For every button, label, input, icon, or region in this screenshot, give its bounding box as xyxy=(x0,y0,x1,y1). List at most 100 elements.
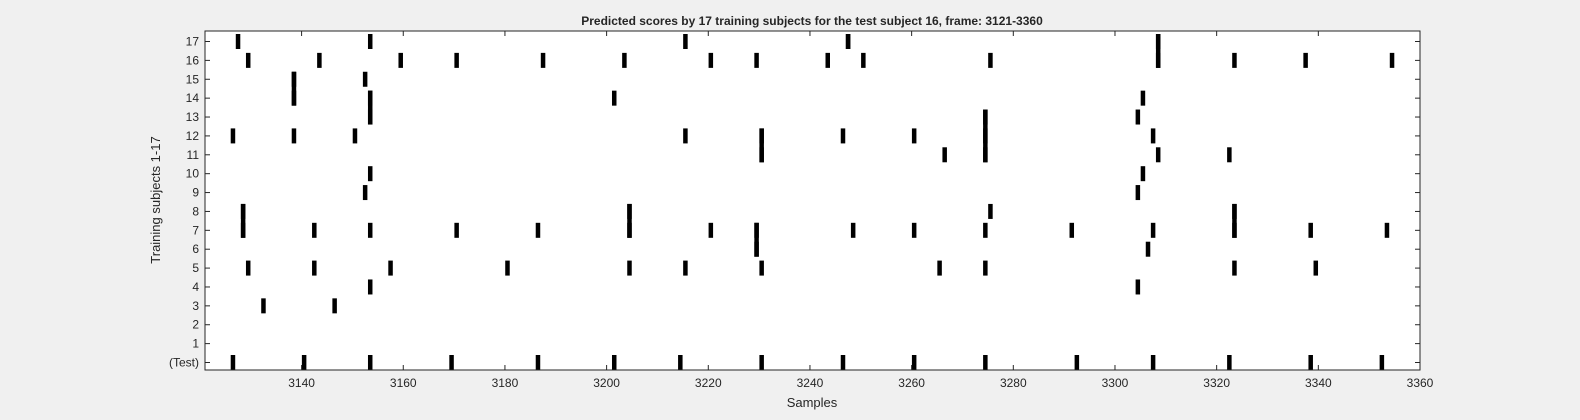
event-mark xyxy=(449,355,454,370)
event-mark xyxy=(840,128,846,144)
event-mark xyxy=(1135,109,1141,125)
y-tick-label: 1 xyxy=(192,337,199,351)
event-mark xyxy=(983,222,988,238)
event-mark xyxy=(362,71,368,87)
event-mark xyxy=(850,222,856,238)
y-tick-label: 7 xyxy=(192,223,199,237)
event-mark xyxy=(301,355,307,370)
event-mark xyxy=(535,355,541,370)
event-mark xyxy=(942,147,947,163)
event-mark xyxy=(683,34,688,49)
event-mark xyxy=(367,222,373,238)
y-tick-label: 10 xyxy=(186,167,200,181)
event-mark xyxy=(983,260,988,276)
event-mark xyxy=(388,260,393,276)
event-mark xyxy=(505,260,510,276)
event-mark xyxy=(1074,355,1080,370)
event-mark xyxy=(312,222,317,238)
event-mark xyxy=(245,260,251,276)
event-mark xyxy=(1227,147,1232,163)
x-tick-label: 3340 xyxy=(1305,376,1332,390)
x-tick-label: 3260 xyxy=(898,376,925,390)
event-mark xyxy=(261,298,266,314)
event-mark-span xyxy=(1232,203,1237,238)
x-tick-label: 3360 xyxy=(1407,376,1434,390)
chart-title: Predicted scores by 17 training subjects… xyxy=(581,14,1043,28)
event-mark xyxy=(367,166,373,182)
event-mark xyxy=(312,260,317,276)
x-axis-label: Samples xyxy=(787,395,838,410)
event-mark xyxy=(1232,260,1237,276)
event-mark-span xyxy=(627,203,632,238)
event-mark xyxy=(1150,128,1156,144)
y-tick-label: 14 xyxy=(186,91,200,105)
event-mark xyxy=(983,355,988,370)
plot-frame xyxy=(204,30,1421,371)
event-mark xyxy=(678,355,683,370)
event-mark xyxy=(291,128,297,144)
event-mark xyxy=(1135,279,1141,295)
event-mark xyxy=(367,279,373,295)
event-mark-span xyxy=(759,128,764,163)
event-mark xyxy=(759,260,764,276)
event-marks xyxy=(230,34,1395,370)
x-tick-label: 3140 xyxy=(288,376,315,390)
y-tick-label: 17 xyxy=(186,35,200,49)
event-mark xyxy=(683,128,688,144)
x-tick-label: 3240 xyxy=(797,376,824,390)
event-mark xyxy=(988,203,993,219)
event-mark-span xyxy=(367,90,373,125)
event-mark xyxy=(754,52,759,68)
event-mark xyxy=(367,355,373,370)
event-mark xyxy=(1379,355,1385,370)
event-mark xyxy=(708,52,714,68)
event-mark xyxy=(1155,147,1161,163)
event-mark xyxy=(683,260,688,276)
y-tick-label: 11 xyxy=(187,148,200,162)
event-mark-span xyxy=(240,203,246,238)
plot-area xyxy=(205,31,1420,370)
event-mark xyxy=(1313,260,1319,276)
event-mark-span xyxy=(754,222,759,257)
y-tick-label: 12 xyxy=(186,129,200,143)
event-mark-span xyxy=(845,34,851,49)
x-tick-label: 3220 xyxy=(695,376,722,390)
event-mark xyxy=(911,128,917,144)
y-tick-label: 13 xyxy=(186,110,200,124)
event-mark xyxy=(911,355,917,370)
event-mark xyxy=(937,260,942,276)
event-mark xyxy=(1150,355,1156,370)
y-tick-label: 3 xyxy=(192,299,199,313)
y-tick-label: 16 xyxy=(186,53,200,67)
event-mark xyxy=(708,222,714,238)
event-mark xyxy=(1384,222,1390,238)
event-mark-span xyxy=(983,109,988,163)
y-tick-label: 4 xyxy=(192,280,199,294)
event-mark xyxy=(911,222,917,238)
event-mark xyxy=(540,52,546,68)
event-mark xyxy=(1140,166,1146,182)
x-tick-label: 3280 xyxy=(1000,376,1027,390)
y-tick-label: 9 xyxy=(192,186,199,200)
y-axis-label: Training subjects 1-17 xyxy=(148,136,163,263)
event-mark xyxy=(230,128,236,144)
event-mark xyxy=(454,52,459,68)
y-tick-label: 6 xyxy=(192,242,199,256)
event-mark xyxy=(840,355,846,370)
event-mark xyxy=(759,355,764,370)
event-mark xyxy=(1308,222,1313,238)
x-tick-label: 3160 xyxy=(390,376,417,390)
x-tick-label: 3180 xyxy=(492,376,519,390)
event-mark xyxy=(1140,90,1146,106)
event-mark xyxy=(317,52,322,68)
event-mark xyxy=(332,298,337,314)
event-mark xyxy=(1069,222,1075,238)
y-tick-label: 8 xyxy=(192,204,199,218)
event-mark-span xyxy=(291,71,297,106)
x-tick-label: 3320 xyxy=(1203,376,1230,390)
y-tick-label: (Test) xyxy=(169,356,199,370)
event-mark xyxy=(230,355,236,370)
event-mark-span xyxy=(1155,34,1161,68)
